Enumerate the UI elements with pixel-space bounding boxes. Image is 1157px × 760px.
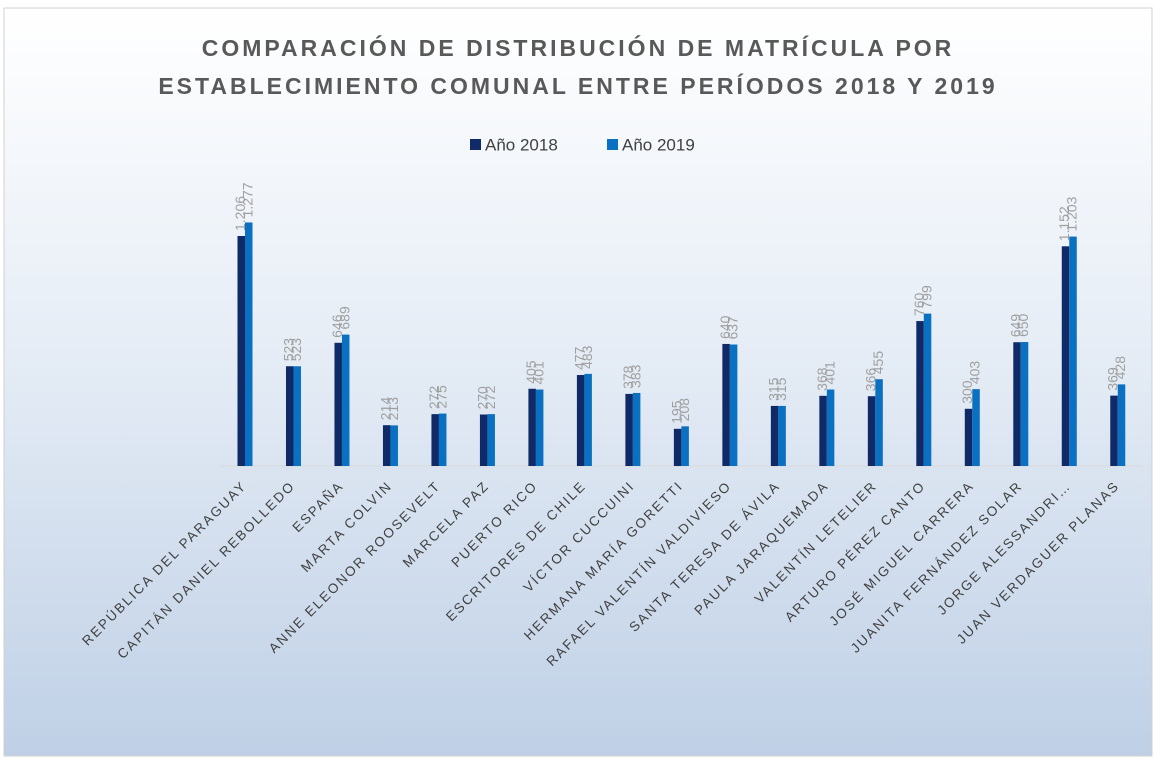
data-label: 378 bbox=[620, 365, 636, 389]
data-label: 366 bbox=[862, 368, 878, 392]
data-label: 477 bbox=[571, 346, 587, 370]
data-label: 523 bbox=[288, 338, 304, 362]
data-label: 401 bbox=[530, 361, 546, 385]
data-label: 368 bbox=[814, 367, 830, 391]
bar bbox=[923, 313, 932, 466]
chart-title: ESTABLECIMIENTO COMUNAL ENTRE PERÍODOS 2… bbox=[158, 72, 997, 99]
bar bbox=[528, 388, 536, 466]
data-label: 208 bbox=[676, 398, 692, 422]
data-label: 214 bbox=[377, 397, 393, 421]
data-label: 405 bbox=[523, 360, 539, 384]
data-label: 369 bbox=[1105, 367, 1121, 391]
data-label: 649 bbox=[1008, 314, 1024, 338]
data-label: 383 bbox=[627, 364, 643, 388]
bar bbox=[487, 414, 495, 466]
bar bbox=[584, 373, 592, 466]
bar bbox=[1061, 246, 1070, 466]
data-label: 275 bbox=[433, 385, 449, 409]
data-label: 315 bbox=[765, 377, 781, 401]
bar bbox=[341, 334, 350, 466]
legend-label: Año 2018 bbox=[485, 135, 558, 154]
bar bbox=[1069, 236, 1077, 466]
bar bbox=[972, 389, 980, 466]
bar bbox=[632, 392, 641, 466]
bar bbox=[479, 414, 488, 466]
bar bbox=[334, 342, 342, 466]
bar bbox=[1110, 395, 1118, 466]
bar bbox=[778, 405, 786, 466]
bar bbox=[431, 414, 439, 466]
bar bbox=[867, 396, 876, 466]
bar bbox=[875, 379, 883, 466]
data-label: 689 bbox=[336, 306, 352, 330]
data-label: 213 bbox=[385, 397, 401, 421]
data-label: 270 bbox=[474, 386, 490, 410]
bar bbox=[293, 366, 301, 466]
legend-swatch bbox=[607, 139, 618, 150]
bar bbox=[673, 428, 682, 466]
bar bbox=[722, 343, 730, 466]
bar bbox=[285, 366, 294, 466]
data-label: 455 bbox=[870, 351, 886, 375]
data-label: 315 bbox=[773, 377, 789, 401]
data-label: 403 bbox=[967, 361, 983, 385]
data-label: 1.277 bbox=[239, 182, 255, 217]
bar bbox=[390, 425, 398, 466]
data-label: 401 bbox=[821, 361, 837, 385]
data-label: 300 bbox=[959, 380, 975, 404]
bar bbox=[916, 321, 924, 466]
bar bbox=[681, 426, 689, 466]
bar bbox=[826, 389, 835, 466]
bar bbox=[382, 425, 391, 466]
bar bbox=[576, 375, 585, 466]
bar bbox=[964, 408, 973, 466]
bar bbox=[1020, 342, 1029, 466]
bar bbox=[438, 413, 447, 466]
bar bbox=[729, 344, 738, 466]
bar bbox=[625, 393, 633, 466]
bar bbox=[244, 222, 253, 466]
legend-label: Año 2019 bbox=[622, 135, 695, 154]
data-label: 272 bbox=[482, 386, 498, 410]
bar bbox=[1013, 342, 1021, 466]
data-label: 637 bbox=[724, 316, 740, 340]
data-label: 650 bbox=[1015, 313, 1031, 337]
data-label: 523 bbox=[280, 338, 296, 362]
data-label: 760 bbox=[911, 292, 927, 316]
data-label: 640 bbox=[717, 315, 733, 339]
data-label: 799 bbox=[918, 285, 934, 309]
data-label: 428 bbox=[1112, 356, 1128, 380]
bar bbox=[535, 389, 544, 466]
legend-swatch bbox=[470, 139, 481, 150]
chart-title: COMPARACIÓN DE DISTRIBUCIÓN DE MATRÍCULA… bbox=[202, 34, 955, 61]
data-label: 1.203 bbox=[1064, 196, 1080, 231]
bar bbox=[237, 235, 245, 466]
data-label: 195 bbox=[668, 400, 684, 424]
bar bbox=[1117, 384, 1126, 466]
bar bbox=[819, 395, 827, 466]
data-label: 1.206 bbox=[232, 196, 248, 231]
bar bbox=[770, 405, 779, 466]
data-label: 272 bbox=[426, 386, 442, 410]
data-label: 483 bbox=[579, 345, 595, 369]
data-label: 646 bbox=[329, 314, 345, 338]
data-label: 1.152 bbox=[1056, 206, 1072, 241]
